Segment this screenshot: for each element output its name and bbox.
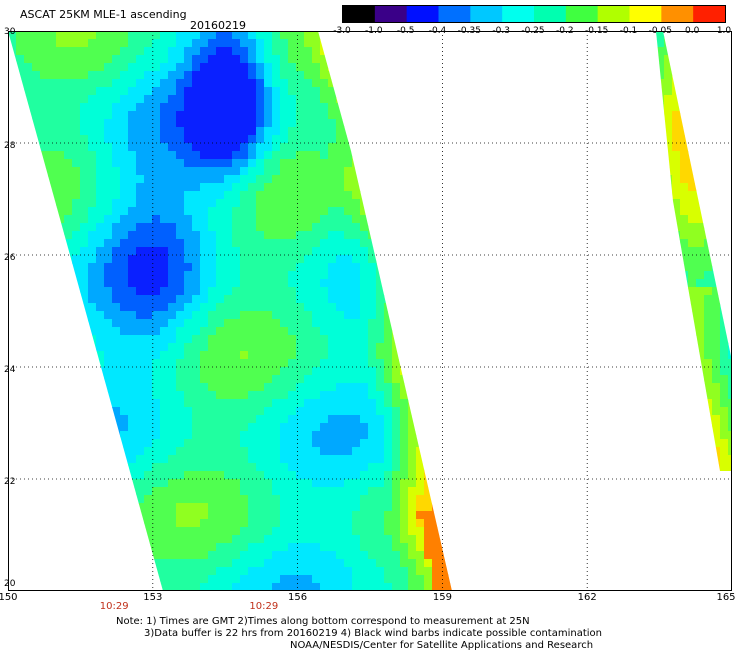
colorbar-segment bbox=[597, 6, 630, 22]
longitude-label: 150 bbox=[0, 592, 18, 603]
longitude-label: 153 bbox=[143, 592, 163, 603]
pass-time-label: 10:29 bbox=[99, 601, 129, 612]
map-frame bbox=[8, 31, 732, 591]
colorbar-segment bbox=[534, 6, 567, 22]
colorbar-segment bbox=[693, 6, 725, 22]
longitude-label: 165 bbox=[716, 592, 736, 603]
longitude-label: 159 bbox=[432, 592, 452, 603]
colorbar-segment bbox=[470, 6, 503, 22]
map-title: ASCAT 25KM MLE-1 ascending bbox=[20, 8, 187, 21]
colorbar-segment bbox=[406, 6, 439, 22]
colorbar-segment bbox=[374, 6, 408, 22]
colorbar-segment bbox=[343, 6, 376, 22]
colorbar-segment bbox=[438, 6, 471, 22]
longitude-label: 162 bbox=[577, 592, 597, 603]
swath-main bbox=[8, 31, 452, 591]
latitude-label: 20 bbox=[4, 579, 16, 589]
latitude-label: 24 bbox=[4, 365, 16, 375]
colorbar bbox=[342, 5, 726, 23]
latitude-label: 26 bbox=[4, 253, 16, 263]
pass-time-label: 10:29 bbox=[249, 601, 279, 612]
latitude-label: 28 bbox=[4, 141, 16, 151]
note-line-1: Note: 1) Times are GMT 2)Times along bot… bbox=[116, 616, 530, 627]
colorbar-segment bbox=[502, 6, 535, 22]
colorbar-segment bbox=[661, 6, 694, 22]
latitude-label: 30 bbox=[4, 27, 16, 37]
map-date: 20160219 bbox=[190, 19, 246, 32]
longitude-label: 156 bbox=[288, 592, 308, 603]
colorbar-segment bbox=[565, 6, 599, 22]
latitude-label: 22 bbox=[4, 477, 16, 487]
note-line-3: NOAA/NESDIS/Center for Satellite Applica… bbox=[290, 640, 594, 651]
swath-map bbox=[8, 31, 732, 591]
swath-east bbox=[656, 31, 732, 471]
note-line-2: 3)Data buffer is 22 hrs from 20160219 4)… bbox=[144, 628, 602, 639]
colorbar-segment bbox=[629, 6, 662, 22]
